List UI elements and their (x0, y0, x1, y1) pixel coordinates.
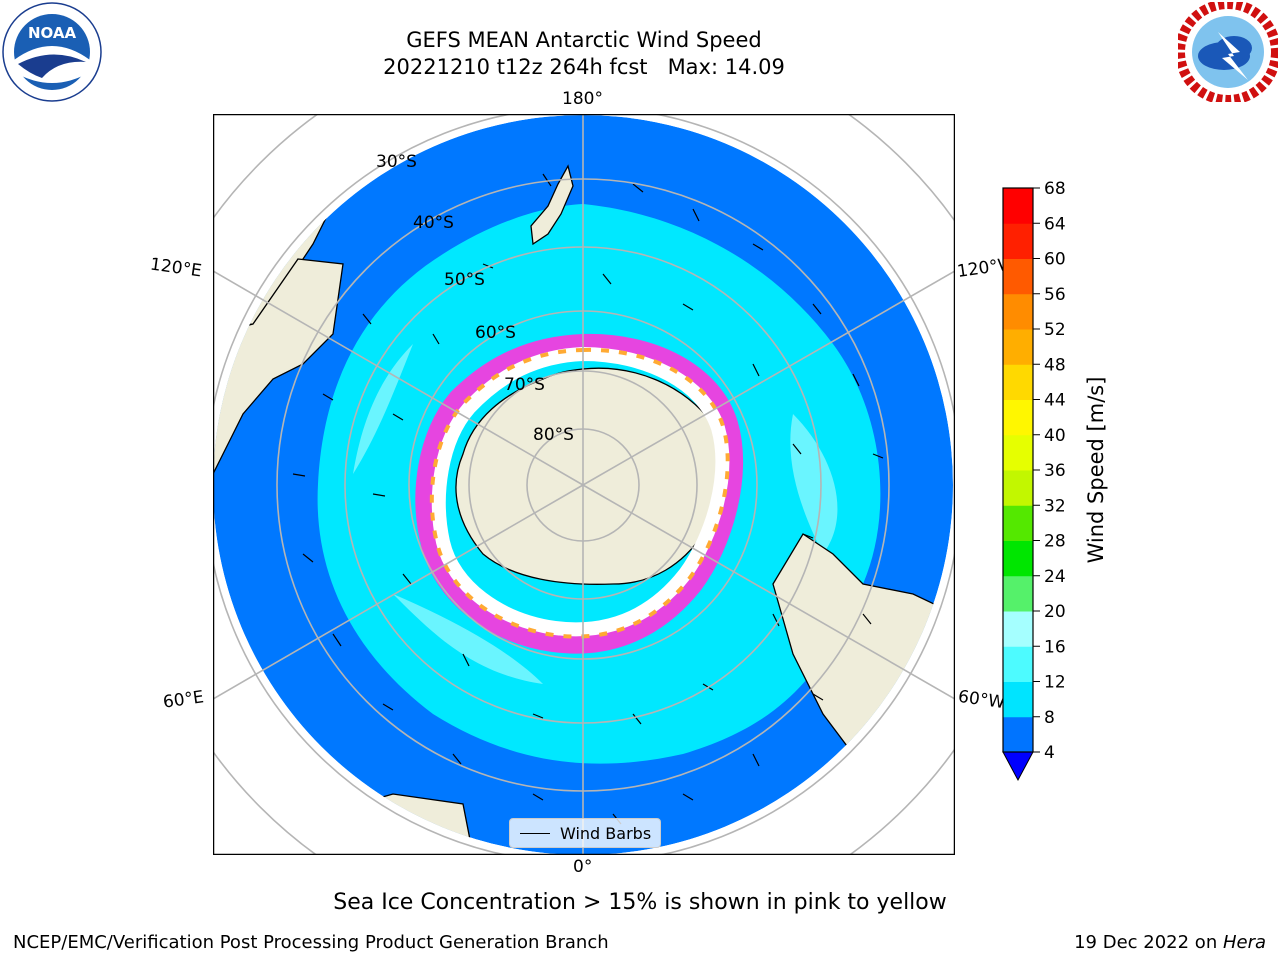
legend-label: Wind Barbs (560, 823, 652, 843)
colorbar-tick-label: 44 (1044, 391, 1066, 411)
colorbar-segment (1003, 329, 1033, 365)
sea-ice-note: Sea Ice Concentration > 15% is shown in … (333, 890, 947, 915)
colorbar-under-triangle (1002, 751, 1034, 782)
colorbar-segment (1003, 399, 1033, 436)
colorbar-segment (1003, 188, 1033, 224)
colorbar-segment (1003, 223, 1033, 259)
lat-label-50s: 50°S (444, 270, 485, 290)
colorbar-tick-label: 16 (1044, 637, 1066, 657)
colorbar-segment (1003, 611, 1033, 647)
colorbar-tick-label: 24 (1044, 567, 1066, 587)
colorbar-title: Wind Speed [m/s] (1084, 376, 1108, 564)
polar-map (213, 114, 955, 855)
lat-label-30s: 30°S (376, 152, 417, 172)
map-legend: Wind Barbs (509, 818, 661, 848)
colorbar-segment (1003, 540, 1033, 577)
colorbar-tick-label: 28 (1044, 532, 1066, 552)
date-text: 19 Dec 2022 on (1074, 932, 1223, 953)
lon-label-0: 0° (573, 857, 593, 877)
colorbar-tick-label: 12 (1044, 673, 1066, 693)
colorbar-tick-label: 68 (1044, 179, 1066, 199)
lat-label-40s: 40°S (413, 213, 454, 233)
credit-text: NCEP/EMC/Verification Post Processing Pr… (13, 932, 609, 953)
colorbar-tick-label: 48 (1044, 355, 1066, 375)
lon-label-180: 180° (562, 89, 603, 109)
wind-barb-legend-line (520, 832, 550, 834)
colorbar-tick-label: 60 (1044, 250, 1066, 270)
noaa-logo: NOAA (2, 2, 102, 102)
graticule (213, 114, 955, 855)
colorbar-segment (1003, 434, 1033, 471)
plot-subtitle: 20221210 t12z 264h fcst Max: 14.09 (383, 55, 785, 79)
colorbar-segment (1003, 505, 1033, 541)
colorbar-segment (1003, 716, 1033, 753)
lon-label-120e: 120°E (148, 254, 203, 282)
colorbar-segment (1003, 293, 1033, 330)
colorbar-tick-label: 20 (1044, 602, 1066, 622)
colorbar-tick-label: 56 (1044, 285, 1066, 305)
colorbar-tick-label: 40 (1044, 426, 1066, 446)
colorbar-tick-label: 8 (1044, 708, 1055, 728)
colorbar-segment (1003, 646, 1033, 682)
colorbar-tick-label: 4 (1044, 743, 1055, 763)
lon-label-60e: 60°E (161, 687, 206, 713)
lat-label-60s: 60°S (475, 323, 516, 343)
lat-label-70s: 70°S (504, 375, 545, 395)
date-stamp: 19 Dec 2022 on Hera (1074, 932, 1266, 953)
colorbar-tick-label: 32 (1044, 496, 1066, 516)
host-text: Hera (1222, 932, 1266, 953)
colorbar-segment (1003, 681, 1033, 718)
colorbar-segment (1003, 575, 1033, 612)
colorbar-tick-label: 36 (1044, 461, 1066, 481)
plot-title: GEFS MEAN Antarctic Wind Speed (406, 28, 762, 52)
colorbar-segment (1003, 258, 1033, 295)
colorbar-tick-label: 52 (1044, 320, 1066, 340)
lat-label-80s: 80°S (533, 425, 574, 445)
colorbar-tick-label: 64 (1044, 214, 1066, 234)
colorbar-segment (1003, 470, 1033, 506)
colorbar-segment (1003, 364, 1033, 400)
noaa-logo-text: NOAA (28, 24, 77, 42)
nws-logo (1178, 2, 1278, 102)
